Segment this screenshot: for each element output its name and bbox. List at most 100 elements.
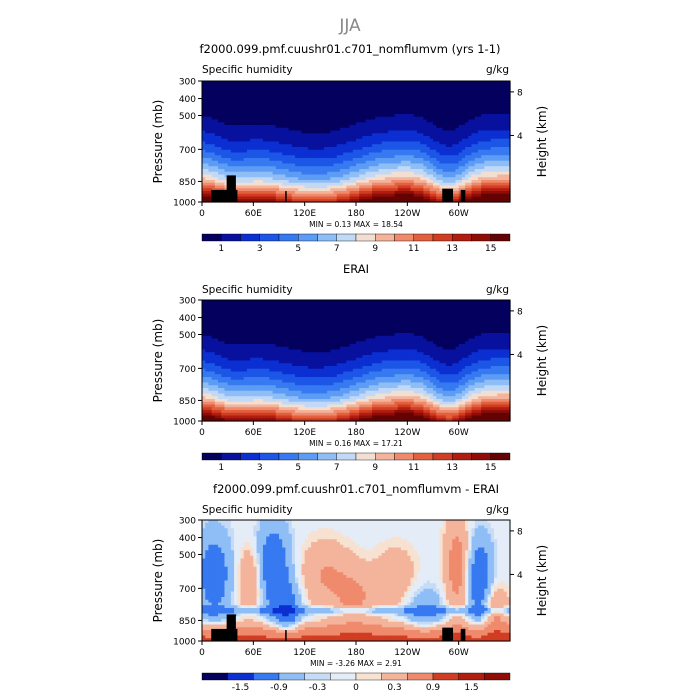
- field-cell: [343, 83, 347, 88]
- field-cell: [391, 147, 396, 151]
- field-cell: [279, 191, 283, 195]
- field-cell: [295, 166, 299, 170]
- field-cell: [323, 199, 328, 203]
- field-cell: [455, 171, 460, 176]
- field-cell: [487, 174, 492, 178]
- field-cell: [497, 311, 501, 315]
- field-cell: [208, 191, 213, 195]
- field-cell: [208, 133, 213, 137]
- field-cell: [381, 105, 386, 110]
- field-cell: [230, 169, 235, 173]
- field-cell: [323, 125, 328, 129]
- field-cell: [391, 160, 396, 165]
- field-cell: [221, 116, 226, 121]
- field-cell: [474, 116, 479, 121]
- field-cell: [288, 141, 293, 145]
- field-cell: [400, 127, 405, 132]
- field-cell: [429, 196, 434, 200]
- field-cell: [497, 160, 501, 165]
- field-cell: [423, 136, 428, 140]
- field-cell: [291, 319, 296, 323]
- field-cell: [359, 180, 364, 184]
- field-cell: [272, 97, 277, 101]
- field-cell: [262, 130, 267, 134]
- field-cell: [272, 158, 277, 162]
- field-cell: [253, 116, 258, 121]
- field-cell: [320, 92, 325, 96]
- field-cell: [205, 196, 210, 200]
- field-cell: [221, 108, 226, 112]
- field-cell: [346, 163, 351, 167]
- field-cell: [394, 108, 399, 112]
- field-cell: [487, 119, 492, 123]
- field-cell: [487, 130, 492, 134]
- field-cell: [455, 81, 460, 85]
- field-cell: [436, 108, 441, 112]
- field-cell: [237, 105, 242, 110]
- field-cell: [339, 305, 344, 309]
- field-cell: [356, 180, 360, 184]
- field-cell: [346, 92, 351, 96]
- field-cell: [397, 127, 402, 132]
- field-cell: [298, 108, 303, 112]
- field-cell: [407, 105, 412, 110]
- field-cell: [227, 147, 232, 151]
- field-cell: [218, 149, 222, 154]
- field-cell: [375, 182, 380, 187]
- field-cell: [202, 166, 206, 170]
- field-cell: [452, 119, 457, 123]
- field-cell: [285, 130, 290, 134]
- field-cell: [442, 108, 447, 112]
- field-cell: [439, 163, 444, 167]
- field-cell: [307, 119, 312, 123]
- field-cell: [227, 103, 232, 107]
- field-cell: [362, 300, 367, 304]
- field-cell: [343, 182, 347, 187]
- field-cell: [500, 302, 505, 307]
- field-cell: [301, 149, 306, 154]
- field-cell: [420, 308, 424, 312]
- field-cell: [413, 163, 418, 167]
- field-cell: [452, 136, 457, 140]
- field-cell: [378, 305, 383, 309]
- field-cell: [240, 152, 245, 156]
- field-cell: [416, 169, 421, 173]
- field-cell: [356, 188, 360, 192]
- field-cell: [439, 127, 444, 132]
- field-cell: [388, 316, 392, 320]
- field-cell: [400, 308, 405, 312]
- field-cell: [240, 92, 245, 96]
- field-cell: [230, 138, 235, 143]
- field-cell: [461, 316, 466, 320]
- field-cell: [397, 308, 402, 312]
- field-cell: [227, 144, 232, 148]
- field-cell: [301, 180, 306, 184]
- field-cell: [307, 114, 312, 118]
- field-cell: [327, 193, 331, 198]
- field-cell: [394, 180, 399, 184]
- field-cell: [493, 166, 498, 170]
- field-cell: [458, 144, 463, 148]
- field-cell: [404, 122, 408, 126]
- field-cell: [253, 188, 258, 192]
- field-cell: [484, 108, 489, 112]
- field-cell: [266, 313, 270, 318]
- field-cell: [481, 188, 485, 192]
- field-cell: [487, 163, 492, 167]
- field-cell: [285, 155, 290, 159]
- field-cell: [471, 305, 476, 309]
- field-cell: [272, 174, 277, 178]
- field-cell: [352, 133, 357, 137]
- field-cell: [436, 116, 441, 121]
- field-cell: [493, 185, 498, 189]
- field-cell: [506, 155, 511, 159]
- field-cell: [372, 300, 376, 304]
- field-cell: [314, 313, 319, 318]
- field-cell: [314, 130, 319, 134]
- field-cell: [224, 319, 229, 323]
- longitude-tick-label: 180: [347, 209, 364, 219]
- field-cell: [262, 305, 267, 309]
- field-cell: [365, 147, 370, 151]
- field-cell: [275, 305, 280, 309]
- field-cell: [493, 147, 498, 151]
